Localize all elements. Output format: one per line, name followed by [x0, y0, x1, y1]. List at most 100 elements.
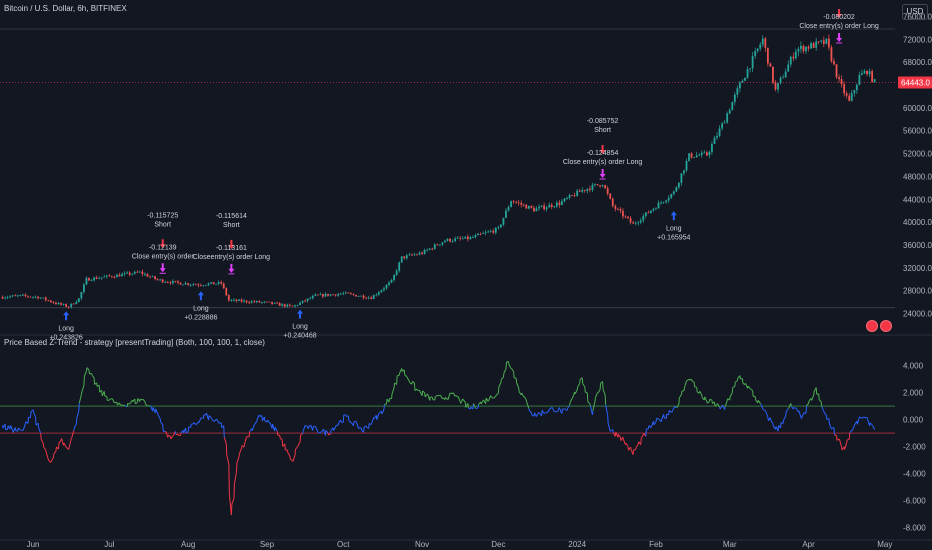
- z-line-segment: [665, 414, 668, 419]
- candle-body: [426, 249, 429, 251]
- z-line-segment: [248, 431, 251, 437]
- z-line-segment: [223, 437, 227, 444]
- z-line-segment: [505, 361, 507, 369]
- candle-body: [512, 201, 515, 203]
- z-line-segment: [365, 425, 368, 428]
- candle-body: [349, 293, 352, 295]
- z-line-segment: [498, 382, 502, 388]
- z-line-segment: [729, 396, 731, 401]
- z-line-segment: [447, 392, 451, 400]
- z-line-segment: [467, 403, 469, 409]
- alert-badge-icon[interactable]: [866, 320, 878, 332]
- candle-body: [299, 302, 301, 306]
- candle-body: [75, 301, 78, 304]
- z-line-segment: [607, 415, 609, 424]
- signal-label: Short: [154, 221, 171, 228]
- signal-label: Long: [58, 325, 74, 332]
- z-line-segment: [567, 405, 570, 409]
- z-line-segment: [213, 419, 217, 422]
- signal-label: +0.243826: [49, 334, 82, 341]
- z-line-segment: [818, 399, 822, 403]
- candle-body: [44, 297, 47, 301]
- candle-body: [482, 233, 484, 234]
- candle-body: [144, 274, 146, 275]
- candle-body: [332, 294, 334, 296]
- candle-body: [238, 299, 240, 302]
- z-line-segment: [640, 434, 644, 439]
- z-line-segment: [655, 418, 657, 422]
- candle-body: [90, 280, 93, 282]
- candle-body: [650, 210, 652, 213]
- candle-body: [377, 292, 380, 295]
- z-line-segment: [838, 438, 840, 440]
- candle-body: [192, 284, 195, 286]
- candle-body: [210, 282, 212, 284]
- candle-body: [454, 238, 457, 241]
- z-line-segment: [396, 375, 398, 385]
- z-line-segment: [561, 408, 563, 414]
- z-line-segment: [83, 376, 85, 386]
- z-line-segment: [668, 410, 672, 413]
- candle-body: [398, 262, 401, 271]
- z-line-segment: [683, 387, 685, 391]
- z-line-segment: [772, 423, 774, 427]
- z-line-segment: [528, 410, 532, 414]
- candle-body: [566, 197, 568, 199]
- z-line-segment: [78, 394, 82, 404]
- z-line-segment: [455, 394, 458, 398]
- candle-body: [235, 299, 238, 302]
- candle-body: [266, 301, 268, 303]
- candle-body: [131, 273, 134, 275]
- candle-body: [746, 69, 749, 78]
- z-line-segment: [538, 412, 540, 414]
- candle-body: [322, 294, 324, 297]
- z-line-segment: [462, 399, 466, 403]
- currency-button[interactable]: USD: [902, 4, 928, 20]
- z-line-segment: [68, 447, 70, 450]
- z-line-segment: [371, 417, 375, 424]
- z-line-segment: [757, 400, 761, 404]
- z-line-segment: [355, 422, 359, 429]
- signal-label: -0.124854: [587, 150, 619, 157]
- candle-body: [375, 294, 378, 296]
- z-line-segment: [501, 376, 504, 380]
- z-line-segment: [135, 402, 138, 405]
- candle-body: [838, 77, 840, 80]
- candle-body: [558, 202, 561, 205]
- candle-body: [858, 74, 861, 85]
- candle-body: [797, 48, 800, 52]
- z-line-segment: [14, 427, 17, 431]
- z-line-segment: [208, 415, 212, 418]
- z-line-segment: [445, 396, 448, 400]
- candle-body: [306, 298, 309, 301]
- z-line-segment: [81, 385, 85, 392]
- candle-body: [469, 237, 472, 240]
- z-line-segment: [315, 427, 319, 433]
- candle-body: [713, 137, 716, 144]
- z-line-segment: [607, 423, 611, 432]
- z-line-segment: [856, 416, 860, 425]
- z-tick-label: -6.000: [903, 497, 926, 506]
- signal-label: Long: [666, 225, 682, 232]
- z-line-segment: [714, 404, 718, 407]
- candle-body: [789, 56, 792, 65]
- z-line-segment: [50, 457, 54, 462]
- z-line-segment: [27, 417, 29, 424]
- candle-body: [586, 188, 589, 191]
- candle-body: [29, 296, 32, 298]
- z-line-segment: [549, 407, 553, 410]
- z-line-segment: [609, 430, 612, 432]
- candle-body: [355, 294, 357, 297]
- signal-label: -0.12139: [149, 244, 177, 251]
- candle-body: [83, 284, 85, 292]
- z-line-segment: [233, 472, 237, 484]
- candle-body: [174, 280, 177, 282]
- price-tick-label: 52000.0: [903, 150, 932, 159]
- z-line-segment: [416, 388, 418, 391]
- z-line-segment: [785, 408, 789, 412]
- z-line-segment: [355, 420, 357, 423]
- z-line-segment: [460, 398, 464, 404]
- alert-badge-icon[interactable]: [880, 320, 892, 332]
- z-line-segment: [40, 433, 42, 440]
